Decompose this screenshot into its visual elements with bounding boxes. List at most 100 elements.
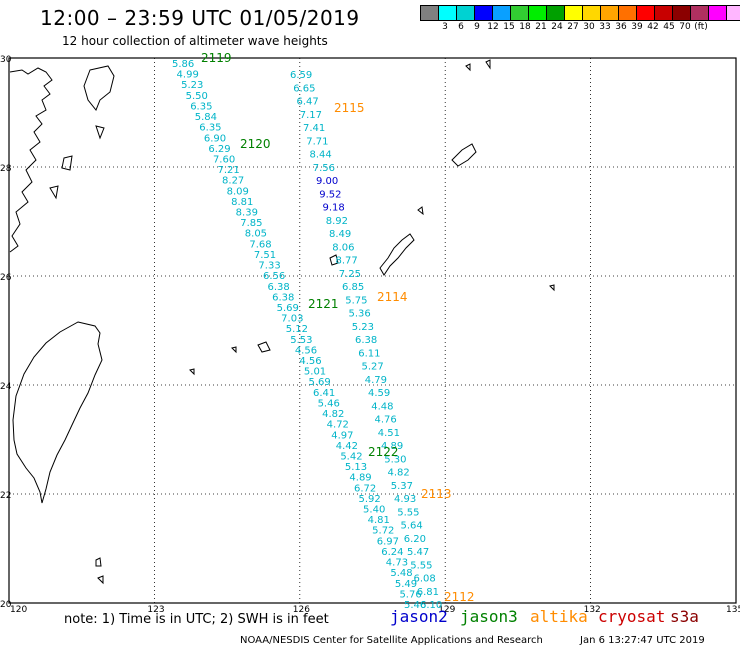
track-id-labels: 2119 2120 2121 2122 2115 2114 2113 2112 xyxy=(201,51,475,604)
wave-height-value: 4.48 xyxy=(371,401,393,412)
track-id-label: 2120 xyxy=(240,137,271,151)
china-coastline xyxy=(9,67,53,253)
wave-height-value: 8.92 xyxy=(326,216,348,227)
wave-height-value: 6.85 xyxy=(342,282,364,293)
wave-height-value: 6.81 xyxy=(417,587,439,598)
scale-label: 18 xyxy=(519,22,531,32)
wave-height-value: 4.79 xyxy=(365,375,387,386)
wave-height-value: 5.37 xyxy=(391,481,413,492)
longitude-label: 132 xyxy=(584,605,601,615)
wave-height-value: 8.39 xyxy=(236,208,258,219)
coastlines xyxy=(9,59,555,585)
wave-height-value: 4.97 xyxy=(331,430,353,441)
latitude-label: 28 xyxy=(0,164,12,174)
scale-label: 42 xyxy=(647,22,659,32)
lat-lon-grid: 120 123 126 129 132 135 30 28 26 24 22 20 xyxy=(0,55,740,615)
scale-label: 45 xyxy=(663,22,675,32)
wave-height-value: 6.38 xyxy=(272,292,294,303)
scale-label: (ft) xyxy=(694,22,708,32)
track-id-label: 2112 xyxy=(444,590,475,604)
wave-height-value: 5.84 xyxy=(195,112,217,123)
scale-label: 24 xyxy=(551,22,563,32)
wave-height-value: 5.50 xyxy=(186,91,208,102)
wave-height-value: 6.08 xyxy=(414,574,436,585)
wave-height-value: 6.20 xyxy=(404,534,426,545)
wave-height-value: 5.01 xyxy=(304,367,326,378)
wave-height-value: 6.72 xyxy=(354,483,376,494)
wave-height-value: 6.35 xyxy=(199,123,221,134)
page-title: 12:00 – 23:59 UTC 01/05/2019 xyxy=(40,6,360,30)
latitude-label: 20 xyxy=(0,600,12,610)
wave-height-value: 4.73 xyxy=(386,558,408,569)
longitude-label: 126 xyxy=(293,605,310,615)
wave-height-value: 5.46 xyxy=(318,398,340,409)
scale-label: 27 xyxy=(567,22,579,32)
track-id-label: 2122 xyxy=(368,445,399,459)
wave-height-value: 5.27 xyxy=(362,362,384,373)
wave-height-value: 5.12 xyxy=(286,324,308,335)
wave-height-value: 6.35 xyxy=(190,101,212,112)
wave-height-value: 9.18 xyxy=(323,203,345,214)
wave-height-value: 7.85 xyxy=(240,218,262,229)
wave-height-value: 5.53 xyxy=(290,335,312,346)
wave-height-value: 5.55 xyxy=(397,507,419,518)
track-id-label: 2113 xyxy=(421,487,452,501)
wave-height-value: 7.17 xyxy=(300,110,322,121)
wave-height-value: 6.10 xyxy=(420,600,442,611)
wave-height-value: 7.25 xyxy=(339,269,361,280)
wave-height-value: 8.06 xyxy=(332,242,354,253)
scale-label: 36 xyxy=(615,22,627,32)
page-subtitle: 12 hour collection of altimeter wave hei… xyxy=(62,34,328,48)
wave-height-value: 7.71 xyxy=(306,136,328,147)
okinawa-coastline xyxy=(379,233,415,276)
wave-height-value: 4.72 xyxy=(327,420,349,431)
wave-height-value: 6.90 xyxy=(204,133,226,144)
wave-height-value: 5.42 xyxy=(340,451,362,462)
footer-note: note: 1) Time is in UTC; 2) SWH is in fe… xyxy=(64,612,329,627)
scale-label: 33 xyxy=(599,22,611,32)
wave-height-value: 4.99 xyxy=(177,70,199,81)
scale-label: 21 xyxy=(535,22,547,32)
wave-height-value: 5.40 xyxy=(363,505,385,516)
wave-height-value: 4.56 xyxy=(295,345,317,356)
track-id-label: 2119 xyxy=(201,51,232,65)
wave-height-value: 4.76 xyxy=(375,415,397,426)
latitude-label: 22 xyxy=(0,491,11,501)
wave-height-value: 7.51 xyxy=(254,250,276,261)
wave-height-value: 5.46 xyxy=(404,600,426,611)
track-id-label: 2121 xyxy=(308,297,339,311)
altimeter-tracks: 5.864.995.235.506.355.846.356.906.297.60… xyxy=(172,59,442,611)
taiwan-coastline xyxy=(12,321,103,504)
wave-height-value: 7.56 xyxy=(313,163,335,174)
wave-height-value: 4.81 xyxy=(368,515,390,526)
scale-label: 3 xyxy=(442,22,448,32)
map-frame xyxy=(8,57,737,604)
wave-height-value: 7.60 xyxy=(213,154,235,165)
wave-height-value: 5.92 xyxy=(359,494,381,505)
wave-height-value: 4.89 xyxy=(349,473,371,484)
wave-height-value: 8.44 xyxy=(310,150,332,161)
track-id-label: 2115 xyxy=(334,101,365,115)
wave-height-value: 5.36 xyxy=(349,309,371,320)
wave-height-value: 7.03 xyxy=(281,314,303,325)
scale-label: 15 xyxy=(503,22,515,32)
scale-label: 30 xyxy=(583,22,595,32)
legend-item-altika: altika xyxy=(530,607,588,626)
wave-height-value: 5.23 xyxy=(181,80,203,91)
wave-height-value: 5.23 xyxy=(352,322,374,333)
wave-height-value: 4.82 xyxy=(388,468,410,479)
wave-height-value: 6.29 xyxy=(208,144,230,155)
wave-height-value: 6.56 xyxy=(263,271,285,282)
legend-item-cryosat: cryosat xyxy=(598,607,666,626)
wave-height-value: 6.47 xyxy=(297,97,319,108)
scale-label: 9 xyxy=(474,22,480,32)
china-islands xyxy=(49,65,115,200)
wave-height-value: 4.59 xyxy=(368,388,390,399)
wave-height-value: 9.52 xyxy=(319,189,341,200)
wave-height-value: 4.82 xyxy=(322,409,344,420)
wave-height-value: 5.69 xyxy=(308,377,330,388)
longitude-label: 129 xyxy=(438,605,455,615)
wave-height-value: 5.49 xyxy=(395,579,417,590)
wave-height-color-scale xyxy=(420,5,740,21)
scale-label: 12 xyxy=(487,22,499,32)
